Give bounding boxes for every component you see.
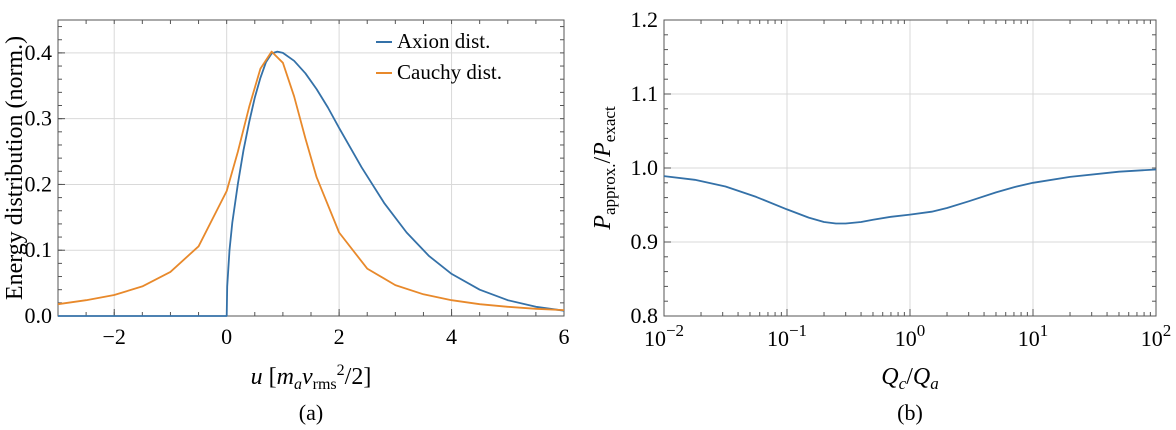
x-tick-label: 4 bbox=[446, 324, 457, 349]
legend: Axion dist. Cauchy dist. bbox=[376, 29, 502, 84]
y-tick-label: 1.1 bbox=[631, 81, 659, 106]
series-lines bbox=[57, 50, 565, 317]
x-tick-label: 102 bbox=[1141, 321, 1172, 351]
series-line-0 bbox=[663, 168, 1157, 225]
x-axis-label: Qc/Qa bbox=[881, 364, 938, 393]
chart-panel-a: −2 0 2 4 6 0.0 0.1 0.2 0.3 0.4 Axion dist. Cauchy… bbox=[2, 19, 570, 425]
y-tick-label: 0.8 bbox=[631, 303, 659, 328]
y-axis-label: Energy distribution (norm.) bbox=[2, 36, 28, 300]
y-tick-label: 1.2 bbox=[631, 7, 659, 32]
x-tick-label: 6 bbox=[559, 324, 570, 349]
x-tick-label: −2 bbox=[103, 324, 126, 349]
y-tick-label: 0.4 bbox=[25, 40, 53, 65]
x-tick-label: 2 bbox=[334, 324, 345, 349]
y-axis-label: Papprox./Pexact bbox=[590, 106, 619, 231]
caption-b: (b) bbox=[897, 400, 923, 425]
y-tick-label: 0.9 bbox=[631, 229, 659, 254]
series-line-1 bbox=[57, 50, 565, 311]
x-tick-label: 100 bbox=[895, 321, 926, 351]
x-tick-label: 0 bbox=[221, 324, 232, 349]
axis-ticks: 10−2 10−1 100 101 102 0.8 0.9 1.0 1.1 1.2 bbox=[631, 7, 1172, 351]
y-tick-label: 0.2 bbox=[25, 171, 53, 196]
y-tick-label: 0.3 bbox=[25, 106, 53, 131]
series-lines bbox=[663, 168, 1157, 225]
y-tick-label: 0.1 bbox=[25, 237, 53, 262]
y-tick-label: 1.0 bbox=[631, 155, 659, 180]
caption-a: (a) bbox=[299, 400, 323, 425]
series-line-0 bbox=[58, 50, 565, 317]
x-label-u: u bbox=[251, 364, 263, 390]
axis-ticks: −2 0 2 4 6 0.0 0.1 0.2 0.3 0.4 bbox=[25, 20, 570, 349]
grid-lines bbox=[663, 19, 1157, 317]
legend-label-axion: Axion dist. bbox=[397, 29, 490, 53]
x-axis-label: u [mavrms2/2] bbox=[251, 362, 372, 393]
chart-panel-b: 10−2 10−1 100 101 102 0.8 0.9 1.0 1.1 1.2 Papprox… bbox=[590, 7, 1171, 425]
x-tick-label: 10−2 bbox=[644, 321, 684, 351]
y-tick-label: 0.0 bbox=[25, 303, 53, 328]
legend-label-cauchy: Cauchy dist. bbox=[397, 60, 502, 84]
x-tick-label: 101 bbox=[1018, 321, 1049, 351]
x-tick-label: 10−1 bbox=[767, 321, 807, 351]
